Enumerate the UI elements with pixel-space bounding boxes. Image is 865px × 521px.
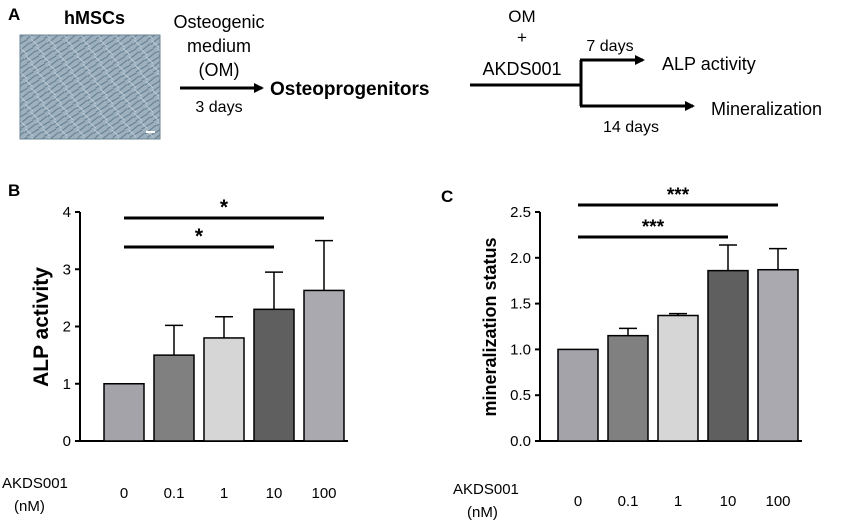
y-tick-label: 1.0 <box>510 341 531 358</box>
y-tick-label: 2.5 <box>510 204 531 221</box>
x-tick-label: 10 <box>720 493 737 510</box>
x-tick-label: 1 <box>220 485 228 502</box>
bar-0.1 <box>607 334 649 442</box>
micrograph-border <box>19 34 161 140</box>
x-axis-title-line1: AKDS001 <box>453 481 519 498</box>
x-tick-label: 10 <box>266 485 283 502</box>
significance-label: *** <box>642 217 665 238</box>
y-tick-label: 3 <box>63 261 71 278</box>
bar-100 <box>303 289 345 442</box>
bar-0 <box>103 383 145 442</box>
treat-line1: OM <box>508 7 535 26</box>
x-tick-label: 0 <box>120 485 128 502</box>
panel-label: B <box>8 181 20 200</box>
step1-line2: medium <box>187 36 251 56</box>
x-tick-label: 0 <box>574 493 582 510</box>
y-tick-label: 0.5 <box>510 387 531 404</box>
panel-a: A hMSCs Osteogenic medium (OM) 3 days Os… <box>8 5 822 140</box>
y-axis-title: mineralization status <box>480 237 500 416</box>
branch1-outcome: ALP activity <box>662 54 756 74</box>
significance-label: * <box>220 196 229 219</box>
y-tick-label: 2.0 <box>510 250 531 267</box>
y-tick-label: 0 <box>63 433 71 450</box>
x-axis-title-line2: (nM) <box>467 504 498 521</box>
step1-duration: 3 days <box>195 99 242 116</box>
hmscs-micrograph <box>20 35 160 139</box>
y-axis-title: ALP activity <box>30 267 53 387</box>
cell-label: hMSCs <box>64 8 125 28</box>
bar-0.1 <box>153 354 195 442</box>
intermediate-label: Osteoprogenitors <box>270 79 429 100</box>
x-tick-label: 1 <box>674 493 682 510</box>
bar-1 <box>203 337 245 442</box>
significance-label: *** <box>667 185 690 206</box>
step1-line1: Osteogenic <box>173 12 264 32</box>
bar-10 <box>707 269 749 442</box>
step1-line3: (OM) <box>199 60 240 80</box>
branch1-duration: 7 days <box>586 38 633 55</box>
y-tick-label: 4 <box>63 204 71 221</box>
panel-label: C <box>441 187 453 206</box>
x-tick-label: 100 <box>311 485 336 502</box>
panel-a-label: A <box>8 5 20 24</box>
treat-line3: AKDS001 <box>482 59 561 79</box>
branch2-outcome: Mineralization <box>711 99 822 119</box>
y-tick-label: 0.0 <box>510 433 531 450</box>
x-tick-label: 0.1 <box>164 485 185 502</box>
bar-0 <box>557 348 599 442</box>
x-axis-title-line2: (nM) <box>14 498 45 515</box>
branch2-duration: 14 days <box>603 119 659 136</box>
bar-10 <box>253 308 295 442</box>
panel-c-chart: C 0.0 0.5 1.0 1.5 2.0 2.5 mineralization status… <box>441 185 802 521</box>
y-tick-label: 1 <box>63 376 71 393</box>
bar-100 <box>757 268 799 442</box>
y-tick-label: 1.5 <box>510 296 531 313</box>
x-axis-title-line1: AKDS001 <box>2 475 68 492</box>
x-tick-label: 0.1 <box>618 493 639 510</box>
significance-label: * <box>195 225 204 248</box>
panel-b-chart: B 0 1 2 3 4 ALP activity AKDS001 (nM) 0 0.1 1 10 100 *… <box>2 181 348 515</box>
scale-bar <box>146 131 155 133</box>
x-tick-label: 100 <box>765 493 790 510</box>
treat-line2: + <box>517 28 527 47</box>
y-tick-label: 2 <box>63 319 71 336</box>
bar-1 <box>657 314 699 442</box>
